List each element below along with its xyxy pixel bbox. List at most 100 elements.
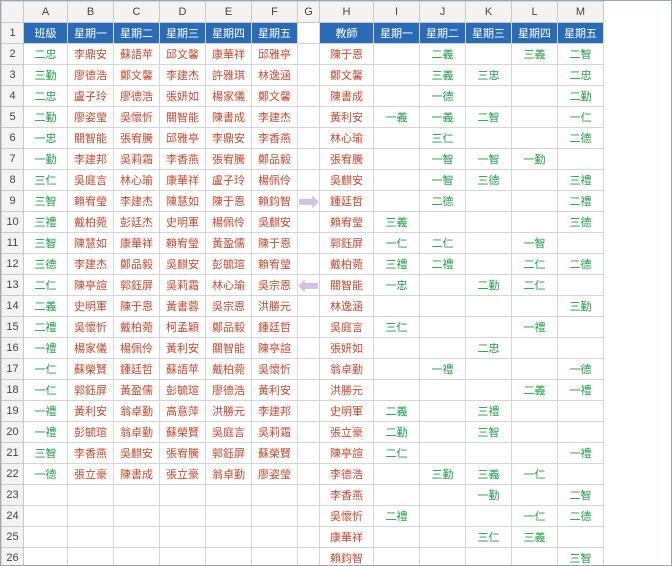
- cell[interactable]: 二智: [466, 107, 512, 128]
- cell[interactable]: [298, 212, 320, 233]
- cell[interactable]: 彭毓瑄: [206, 254, 252, 275]
- cell[interactable]: [374, 527, 420, 548]
- cell[interactable]: 張立豪: [160, 464, 206, 485]
- cell[interactable]: [114, 485, 160, 506]
- cell[interactable]: 賴鈞智: [252, 191, 298, 212]
- cell[interactable]: 一禮: [512, 317, 558, 338]
- cell[interactable]: [160, 527, 206, 548]
- row-header[interactable]: 19: [2, 401, 24, 422]
- row-header[interactable]: 16: [2, 338, 24, 359]
- cell[interactable]: [420, 443, 466, 464]
- cell[interactable]: 陳亭諠: [320, 443, 374, 464]
- cell[interactable]: 二義: [24, 296, 68, 317]
- cell[interactable]: 蘇語苹: [114, 44, 160, 65]
- column-header[interactable]: B: [68, 2, 114, 23]
- cell[interactable]: 一勤: [512, 149, 558, 170]
- cell[interactable]: [298, 128, 320, 149]
- row-header[interactable]: 3: [2, 65, 24, 86]
- cell[interactable]: 黃利安: [252, 380, 298, 401]
- cell[interactable]: 李香燕: [320, 485, 374, 506]
- cell[interactable]: [466, 317, 512, 338]
- cell[interactable]: [512, 422, 558, 443]
- cell[interactable]: 鄭文馨: [114, 65, 160, 86]
- row-header[interactable]: 15: [2, 317, 24, 338]
- cell[interactable]: 賴鈞智: [320, 548, 374, 566]
- cell[interactable]: 鄭文馨: [252, 86, 298, 107]
- cell[interactable]: 陳于恩: [114, 296, 160, 317]
- cell[interactable]: 二德: [558, 506, 604, 527]
- cell[interactable]: 一勤: [24, 149, 68, 170]
- cell[interactable]: [206, 527, 252, 548]
- row-header[interactable]: 8: [2, 170, 24, 191]
- row-header[interactable]: 9: [2, 191, 24, 212]
- cell[interactable]: 關智能: [320, 275, 374, 296]
- cell[interactable]: 郭鈺屏: [114, 275, 160, 296]
- column-header[interactable]: C: [114, 2, 160, 23]
- cell[interactable]: 一仁: [24, 380, 68, 401]
- cell[interactable]: 二德: [420, 191, 466, 212]
- cell[interactable]: 關智能: [160, 107, 206, 128]
- cell[interactable]: 教師: [320, 23, 374, 44]
- cell[interactable]: [420, 317, 466, 338]
- cell[interactable]: 林心瑜: [114, 170, 160, 191]
- cell[interactable]: 關智能: [206, 338, 252, 359]
- cell[interactable]: 李建杰: [252, 107, 298, 128]
- cell[interactable]: [558, 401, 604, 422]
- cell[interactable]: 賴宥瑩: [252, 254, 298, 275]
- cell[interactable]: 一智: [466, 149, 512, 170]
- cell[interactable]: 張妍如: [160, 86, 206, 107]
- cell[interactable]: 三勤: [558, 296, 604, 317]
- cell[interactable]: 二禮: [374, 506, 420, 527]
- cell[interactable]: [298, 23, 320, 44]
- cell[interactable]: 楊佩伶: [114, 338, 160, 359]
- cell[interactable]: 一仁: [512, 464, 558, 485]
- cell[interactable]: 星期四: [512, 23, 558, 44]
- cell[interactable]: 洪勝元: [206, 401, 252, 422]
- cell[interactable]: [298, 149, 320, 170]
- cell[interactable]: 星期五: [558, 23, 604, 44]
- row-header[interactable]: 1: [2, 23, 24, 44]
- cell[interactable]: 邱文馨: [160, 44, 206, 65]
- cell[interactable]: 陳于恩: [252, 233, 298, 254]
- cell[interactable]: [160, 548, 206, 566]
- cell[interactable]: 許雅琪: [206, 65, 252, 86]
- cell[interactable]: 賴宥瑩: [160, 233, 206, 254]
- cell[interactable]: 陳書成: [206, 107, 252, 128]
- cell[interactable]: [420, 422, 466, 443]
- cell[interactable]: 二禮: [558, 191, 604, 212]
- cell[interactable]: 楊家儀: [68, 338, 114, 359]
- column-header[interactable]: F: [252, 2, 298, 23]
- cell[interactable]: [252, 548, 298, 566]
- cell[interactable]: [420, 338, 466, 359]
- cell[interactable]: 陳于恩: [320, 44, 374, 65]
- cell[interactable]: 李鼎安: [206, 128, 252, 149]
- cell[interactable]: [512, 170, 558, 191]
- cell[interactable]: 邱雅亭: [160, 128, 206, 149]
- row-header[interactable]: 20: [2, 422, 24, 443]
- spreadsheet-grid[interactable]: ABCDEFGHIJKLM1班級星期一星期二星期三星期四星期五教師星期一星期二星…: [1, 1, 604, 566]
- cell[interactable]: [298, 359, 320, 380]
- cell[interactable]: [512, 128, 558, 149]
- cell[interactable]: [160, 485, 206, 506]
- cell[interactable]: ➡: [298, 191, 320, 212]
- column-header[interactable]: K: [466, 2, 512, 23]
- cell[interactable]: 二仁: [374, 443, 420, 464]
- cell[interactable]: 吳麒安: [320, 170, 374, 191]
- cell[interactable]: 陳于恩: [206, 191, 252, 212]
- cell[interactable]: 廖德浩: [206, 380, 252, 401]
- cell[interactable]: 三德: [558, 212, 604, 233]
- cell[interactable]: 一禮: [24, 422, 68, 443]
- cell[interactable]: [298, 44, 320, 65]
- cell[interactable]: 黃利安: [320, 107, 374, 128]
- cell[interactable]: [466, 296, 512, 317]
- cell[interactable]: [252, 485, 298, 506]
- cell[interactable]: 二仁: [512, 254, 558, 275]
- cell[interactable]: 史明軍: [320, 401, 374, 422]
- cell[interactable]: [420, 296, 466, 317]
- cell[interactable]: 二仁: [24, 275, 68, 296]
- cell[interactable]: [466, 443, 512, 464]
- cell[interactable]: [298, 422, 320, 443]
- cell[interactable]: 蘇榮賢: [68, 359, 114, 380]
- cell[interactable]: 吳懷忻: [68, 317, 114, 338]
- cell[interactable]: [420, 485, 466, 506]
